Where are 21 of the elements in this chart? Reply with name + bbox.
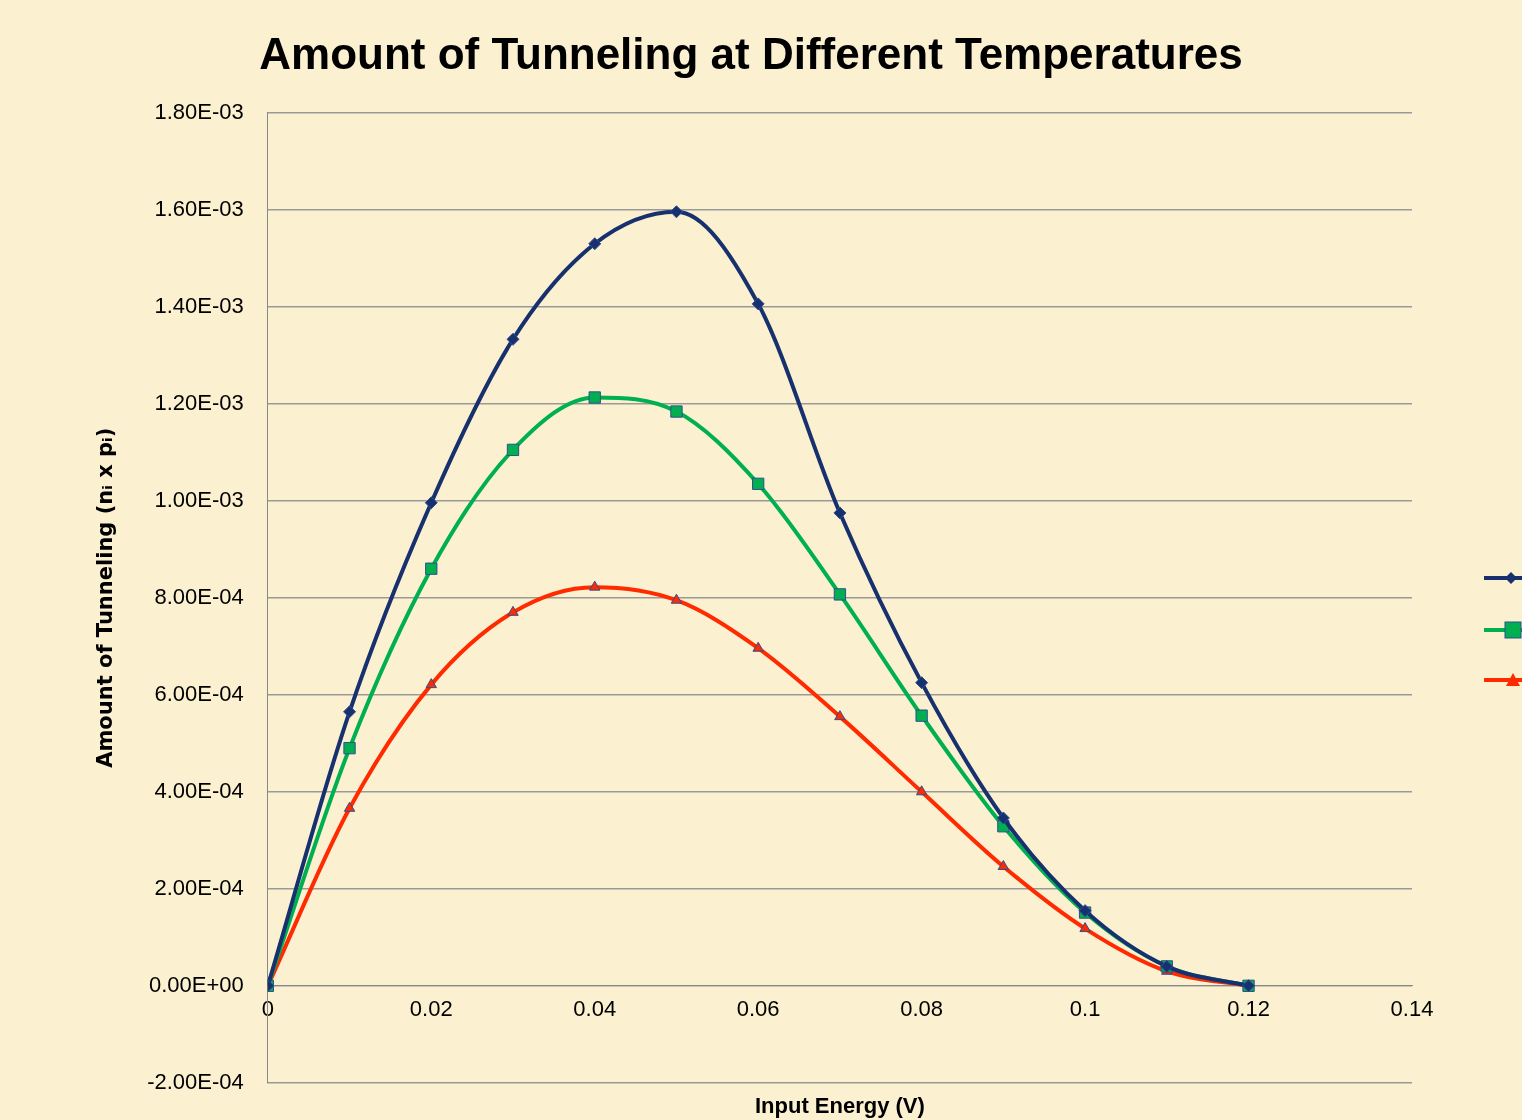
- y-tick-label: 0.00E+00: [149, 971, 244, 997]
- x-axis-title: Input Energy (V): [754, 1093, 925, 1119]
- x-tick-label: 0.08: [900, 996, 944, 1022]
- y-tick-label: 1.80E-03: [154, 98, 244, 124]
- y-tick-label: 1.60E-03: [154, 195, 244, 221]
- y-tick-label: -2.00E-04: [147, 1068, 244, 1094]
- y-tick-label: 2.00E-04: [154, 874, 244, 900]
- y-tick-label: 1.00E-03: [154, 486, 244, 512]
- y-tick-label: 4.00E-04: [154, 777, 244, 803]
- x-tick-label: 0.06: [736, 996, 780, 1022]
- x-tick-label: 0.1: [1069, 996, 1101, 1022]
- x-tick-label: 0.04: [573, 996, 617, 1022]
- chart-title: Amount of Tunneling at Different Temperatures: [259, 28, 1243, 78]
- y-tick-label: 1.40E-03: [154, 292, 244, 318]
- y-tick-label: 8.00E-04: [154, 583, 244, 609]
- y-tick-label: 6.00E-04: [154, 680, 244, 706]
- x-tick-label: 0.14: [1390, 996, 1434, 1022]
- x-tick-label: 0.02: [409, 996, 453, 1022]
- x-tick-label: 0.12: [1227, 996, 1270, 1022]
- y-axis-title: Amount of Tunneling (nᵢ x pᵢ): [93, 427, 118, 768]
- y-tick-label: 1.20E-03: [154, 389, 244, 415]
